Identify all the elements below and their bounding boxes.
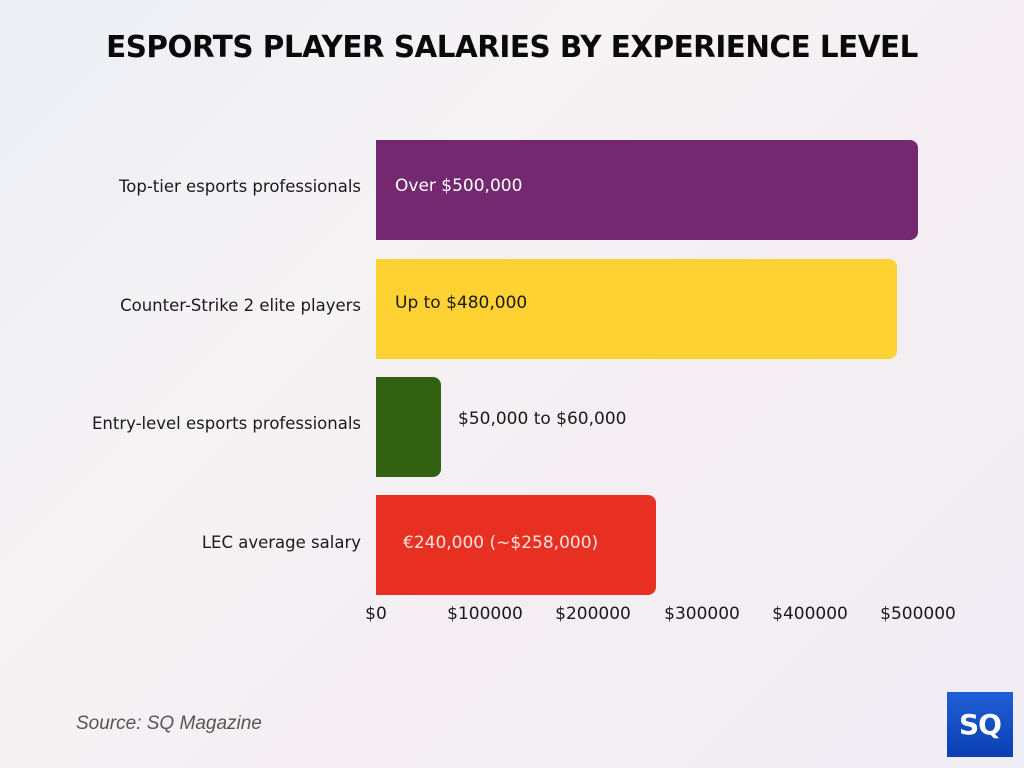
x-tick: $400000 bbox=[772, 604, 848, 624]
x-tick: $300000 bbox=[664, 604, 740, 624]
bar-value-label: $50,000 to $60,000 bbox=[458, 409, 627, 429]
bar-value-label: Up to $480,000 bbox=[395, 293, 528, 313]
x-tick: $200000 bbox=[555, 604, 631, 624]
category-label: Counter-Strike 2 elite players bbox=[120, 296, 361, 315]
x-tick: $0 bbox=[365, 604, 387, 624]
chart-title: ESPORTS PLAYER SALARIES BY EXPERIENCE LE… bbox=[106, 30, 918, 65]
sq-logo-icon: SQ bbox=[947, 692, 1013, 757]
bar-value-label: Over $500,000 bbox=[395, 176, 523, 196]
bar-entry-level bbox=[376, 377, 441, 477]
category-label: Entry-level esports professionals bbox=[91, 414, 361, 433]
bar-top-tier: Over $500,000 bbox=[376, 140, 918, 240]
source-note: Source: SQ Magazine bbox=[76, 713, 262, 734]
x-tick: $500000 bbox=[880, 604, 956, 624]
bar-cs2-elite: Up to $480,000 bbox=[376, 259, 897, 359]
bar-lec-average: €240,000 (~$258,000) bbox=[376, 495, 656, 595]
bar-value-label: €240,000 (~$258,000) bbox=[403, 533, 599, 553]
x-tick: $100000 bbox=[447, 604, 523, 624]
category-label: Top-tier esports professionals bbox=[118, 177, 361, 196]
category-label: LEC average salary bbox=[201, 533, 361, 552]
